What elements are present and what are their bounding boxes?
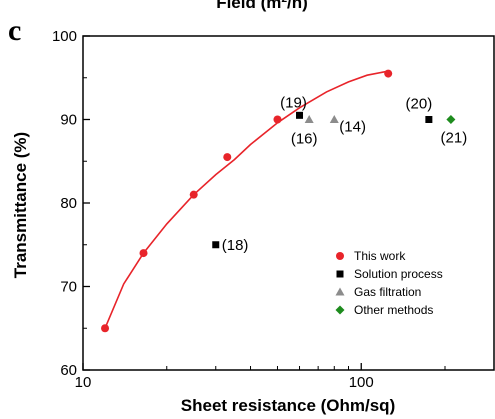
- point-label: (19): [280, 94, 307, 111]
- plot-frame: [82, 35, 495, 371]
- y-tick-label: 70: [60, 279, 77, 296]
- legend-label: Solution process: [354, 267, 443, 281]
- data-point: [329, 115, 339, 123]
- data-points-layer: [101, 69, 456, 333]
- fit-curve: [104, 70, 389, 329]
- legend-marker: [336, 252, 344, 260]
- y-tick-label: 100: [52, 28, 77, 45]
- legend-label: This work: [354, 249, 406, 263]
- data-point: [101, 324, 110, 333]
- y-tick-label: 80: [60, 195, 77, 212]
- top-clipped-label: Field (m²/h): [216, 0, 308, 12]
- fit-curve-layer: [104, 70, 389, 329]
- point-label: (14): [339, 119, 366, 136]
- point-label: (18): [222, 237, 249, 254]
- data-point: [273, 115, 282, 124]
- legend-marker: [335, 305, 345, 315]
- legend-label: Other methods: [354, 303, 433, 317]
- legend: This work Solution process Gas filtration O…: [335, 249, 443, 317]
- axis-ticks: 60 70 80 90 100 10 100: [52, 28, 495, 391]
- data-point: [384, 69, 393, 78]
- data-point: [139, 249, 148, 258]
- panel-label: c: [8, 14, 21, 47]
- data-point: [446, 115, 456, 124]
- data-point: [296, 111, 304, 119]
- legend-label: Gas filtration: [354, 285, 421, 299]
- data-point: [189, 190, 198, 199]
- x-axis-title: Sheet resistance (Ohm/sq): [181, 396, 395, 415]
- point-label: (20): [406, 96, 433, 113]
- legend-marker: [335, 287, 345, 296]
- point-label: (16): [291, 131, 318, 148]
- y-axis-title: Transmittance (%): [11, 132, 30, 278]
- point-labels-layer: (18) (19) (20) (16) (14) (21): [222, 94, 467, 253]
- x-tick-label: 100: [349, 374, 374, 391]
- data-point: [304, 115, 314, 123]
- data-point: [212, 241, 220, 249]
- legend-marker: [336, 270, 344, 278]
- point-label: (21): [441, 130, 468, 147]
- x-tick-label: 10: [75, 374, 92, 391]
- y-tick-label: 90: [60, 112, 77, 129]
- data-point: [223, 153, 232, 162]
- y-tick-label: 60: [60, 362, 77, 379]
- data-point: [425, 116, 433, 123]
